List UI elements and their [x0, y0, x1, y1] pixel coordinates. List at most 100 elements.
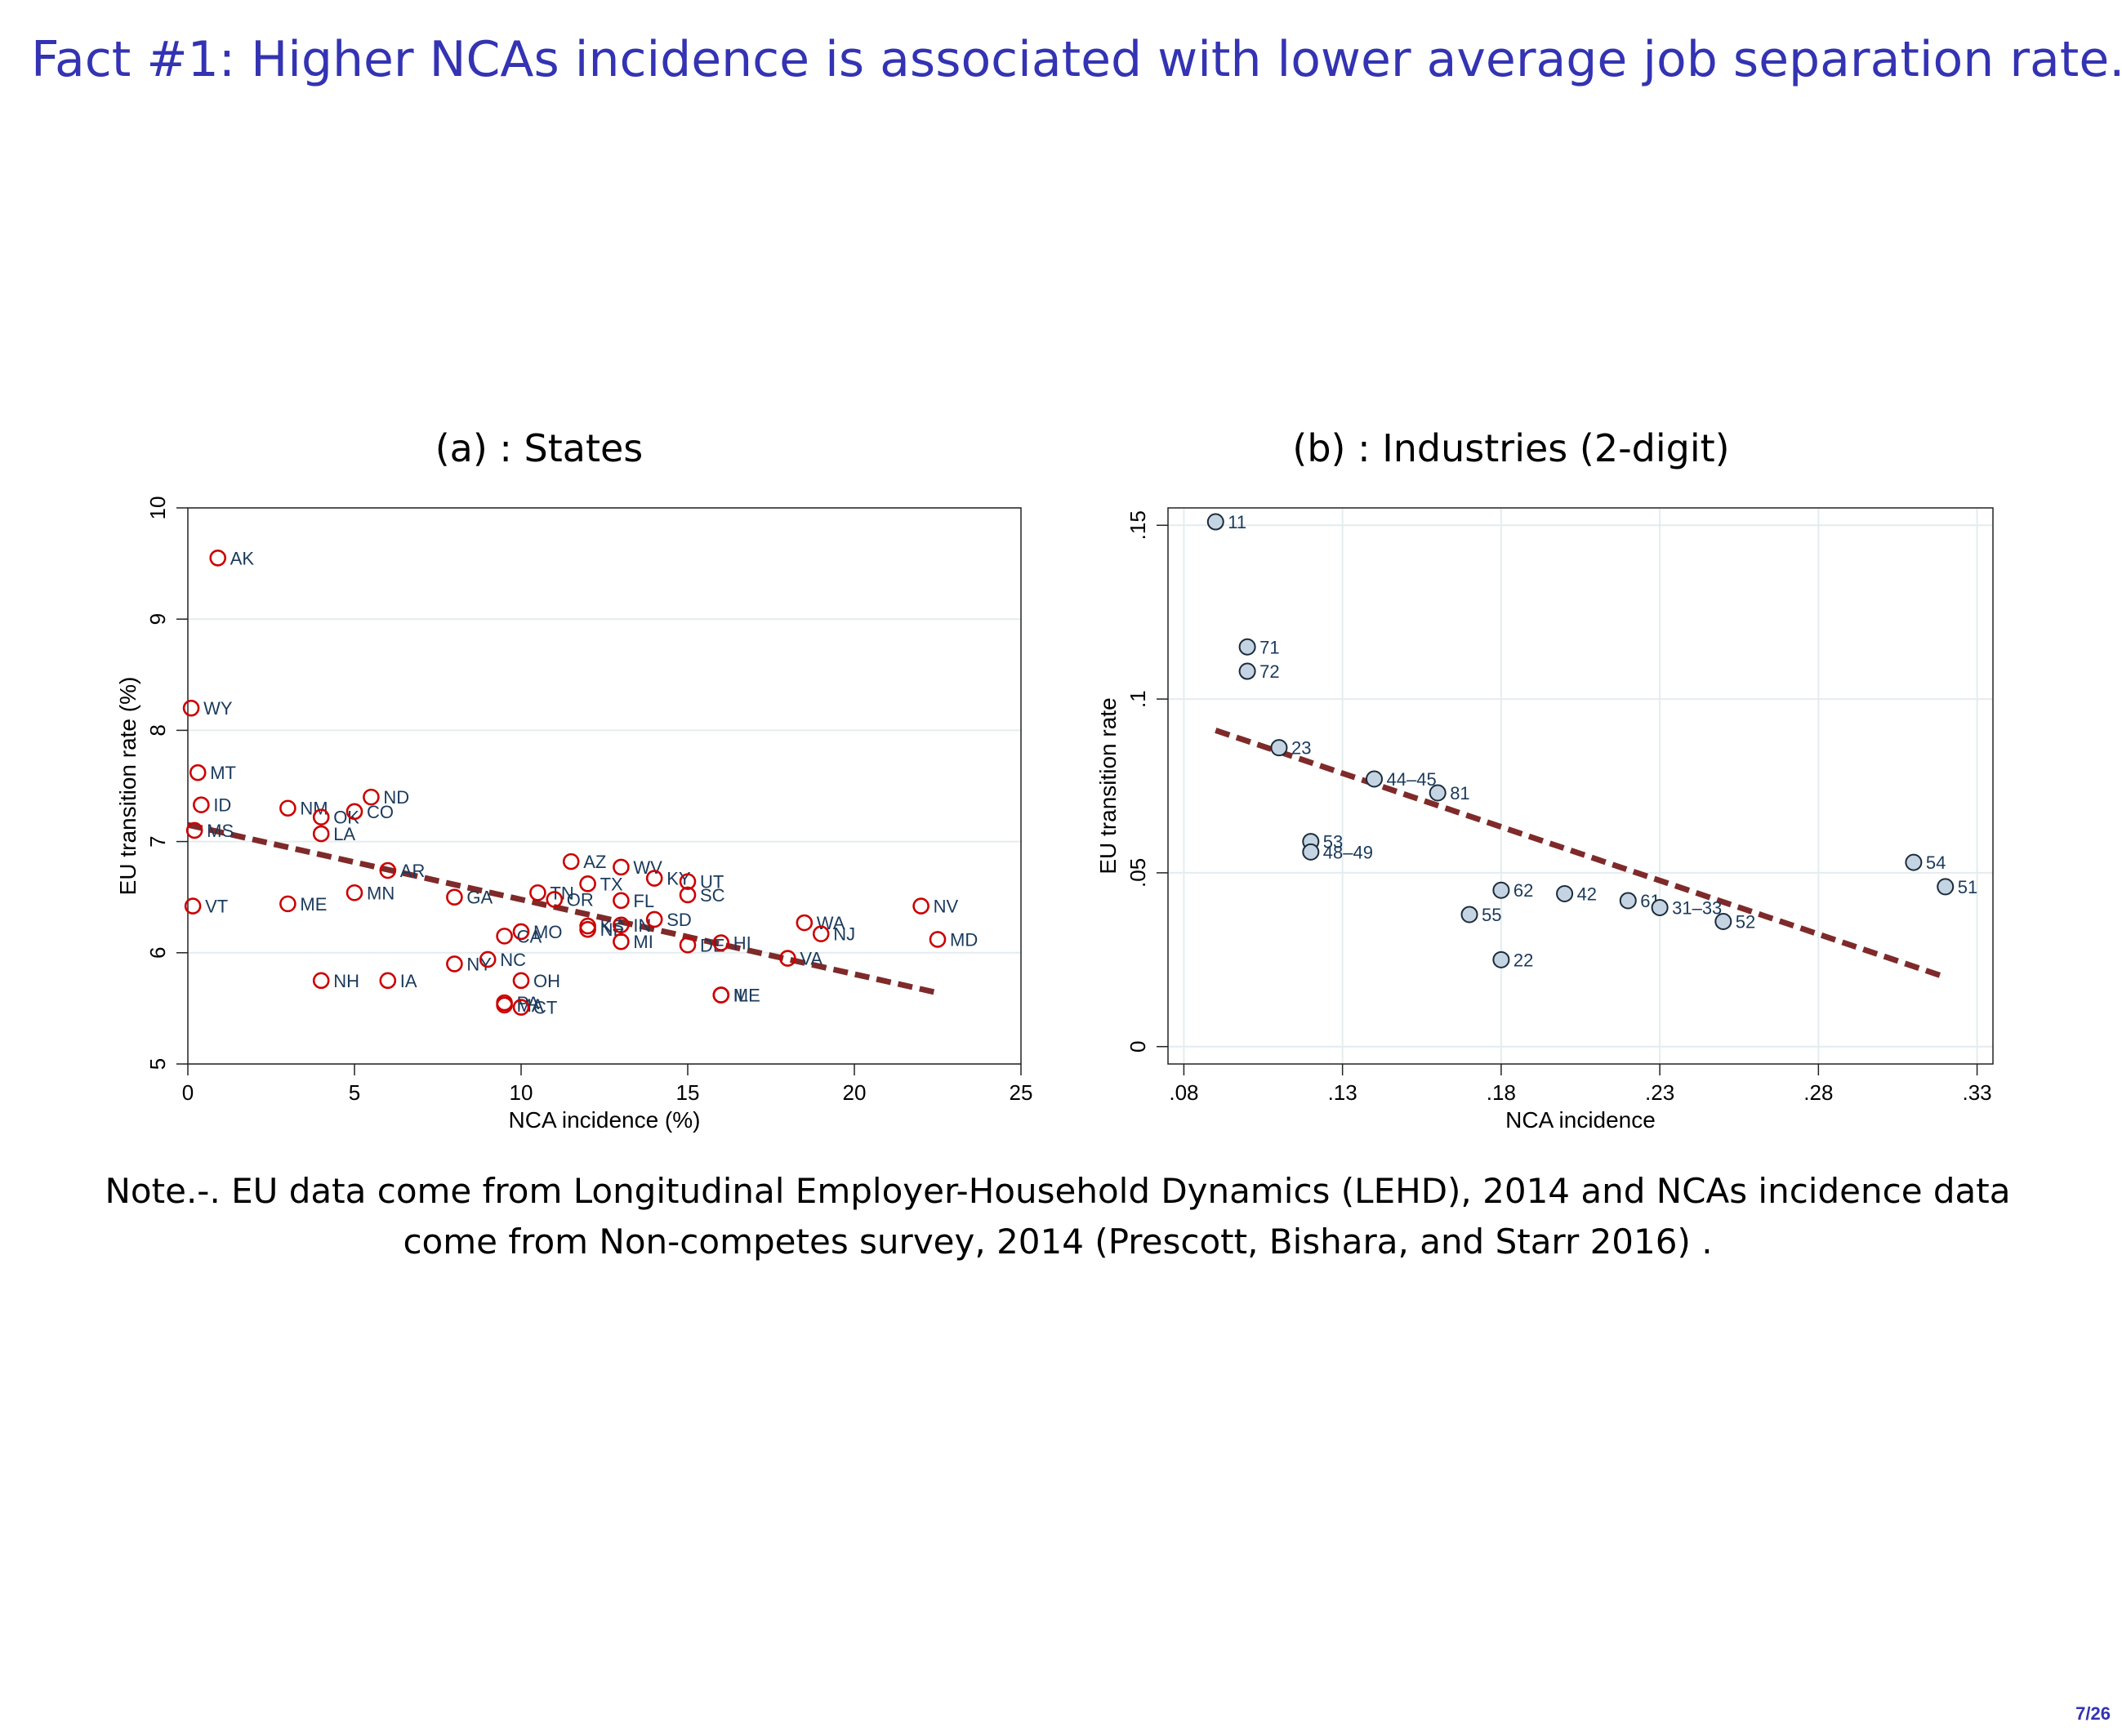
- y-tick-label: 5: [145, 1058, 170, 1070]
- data-point: [312, 972, 330, 990]
- data-point: [929, 931, 947, 948]
- point-label: SC: [700, 885, 725, 906]
- data-point: [579, 917, 596, 935]
- data-point: [613, 916, 630, 934]
- data-point: [1238, 638, 1256, 656]
- point-label: NE: [600, 919, 626, 940]
- plot-frame: [1167, 507, 1994, 1065]
- point-label: 52: [1736, 911, 1755, 932]
- data-point: [712, 934, 730, 951]
- x-tick-label: .13: [1328, 1080, 1357, 1105]
- data-point: [496, 996, 513, 1014]
- slide-title: Fact #1: Higher NCAs incidence is associ…: [31, 31, 2122, 88]
- point-label: 71: [1259, 637, 1279, 657]
- point-label: MN: [367, 883, 395, 903]
- data-point: [613, 892, 630, 910]
- data-point: [1905, 853, 1923, 871]
- data-point: [512, 999, 530, 1016]
- point-label: IL: [733, 986, 748, 1006]
- point-label: NY: [466, 954, 492, 974]
- point-label: AZ: [583, 852, 606, 872]
- data-point: [1302, 843, 1320, 861]
- data-point: [1206, 513, 1224, 531]
- data-point: [1492, 950, 1510, 968]
- x-tick-label: 0: [182, 1080, 194, 1105]
- data-point: [479, 950, 497, 968]
- point-label: LA: [333, 824, 355, 844]
- data-point: [182, 699, 200, 717]
- data-point: [193, 796, 210, 813]
- y-tick-label: 0: [1126, 1040, 1150, 1052]
- data-point: [189, 763, 207, 781]
- data-point: [779, 950, 796, 967]
- point-label: SD: [666, 910, 692, 930]
- data-point: [645, 910, 663, 928]
- data-point: [613, 933, 630, 950]
- y-tick-label: .1: [1126, 690, 1150, 708]
- panel-title-industries: (b) : Industries (2-digit): [1292, 426, 1730, 470]
- data-point: [562, 852, 580, 870]
- point-label: NH: [333, 971, 359, 991]
- data-point: [1714, 912, 1732, 930]
- point-label: 11: [1228, 512, 1246, 532]
- point-label: ND: [383, 787, 409, 808]
- point-label: 55: [1482, 905, 1501, 925]
- data-point: [345, 884, 363, 901]
- data-point: [1238, 662, 1256, 680]
- y-tick-label: 9: [145, 613, 170, 625]
- data-point: [679, 936, 697, 954]
- data-point: [529, 884, 546, 901]
- data-point: [446, 888, 463, 906]
- point-label: 23: [1291, 738, 1311, 759]
- x-tick-label: .08: [1169, 1080, 1198, 1105]
- y-axis-title: EU transition rate: [1095, 697, 1121, 874]
- data-point: [613, 858, 630, 876]
- fit-line: [1215, 728, 1946, 980]
- point-label: VT: [205, 897, 228, 917]
- point-label: 44–45: [1387, 769, 1437, 790]
- point-label: WA: [817, 913, 845, 933]
- data-point: [209, 549, 227, 567]
- data-point: [1366, 770, 1383, 788]
- data-point: [579, 920, 596, 938]
- point-label: KY: [666, 869, 691, 889]
- y-tick-label: 10: [145, 496, 170, 520]
- data-point: [379, 861, 397, 879]
- figure-note: Note.-. EU data come from Longitudinal E…: [105, 1171, 2011, 1262]
- data-point: [546, 891, 564, 908]
- point-label: CT: [533, 998, 557, 1018]
- x-tick-label: 25: [1010, 1080, 1033, 1105]
- y-axis-title: EU transition rate (%): [115, 677, 140, 896]
- point-label: NV: [934, 897, 959, 917]
- point-label: MA: [517, 995, 544, 1016]
- point-label: AR: [400, 861, 426, 881]
- data-point: [712, 986, 730, 1004]
- x-tick-label: 20: [843, 1080, 867, 1105]
- point-label: 53: [1323, 832, 1343, 852]
- data-point: [279, 799, 296, 817]
- data-point: [796, 914, 814, 932]
- data-point: [679, 873, 697, 890]
- data-point: [812, 925, 830, 942]
- point-label: 42: [1577, 884, 1597, 904]
- x-tick-label: .18: [1487, 1080, 1516, 1105]
- x-axis-title: NCA incidence: [1505, 1107, 1656, 1133]
- data-point: [1270, 739, 1288, 757]
- data-point: [185, 821, 203, 839]
- data-point: [1429, 784, 1447, 802]
- y-tick-label: 8: [145, 724, 170, 736]
- y-tick-label: .05: [1126, 858, 1150, 888]
- point-label: 48–49: [1323, 842, 1373, 862]
- data-point: [184, 897, 202, 915]
- data-point: [279, 895, 296, 913]
- page-number: 7/26: [2075, 1703, 2111, 1724]
- plot-frame: [187, 507, 1022, 1065]
- point-label: 22: [1513, 950, 1533, 970]
- point-label: ID: [213, 795, 231, 816]
- data-point: [512, 972, 530, 990]
- point-label: 31–33: [1672, 897, 1722, 918]
- x-tick-label: 5: [349, 1080, 360, 1105]
- point-label: WY: [203, 698, 233, 719]
- data-point: [1651, 898, 1669, 916]
